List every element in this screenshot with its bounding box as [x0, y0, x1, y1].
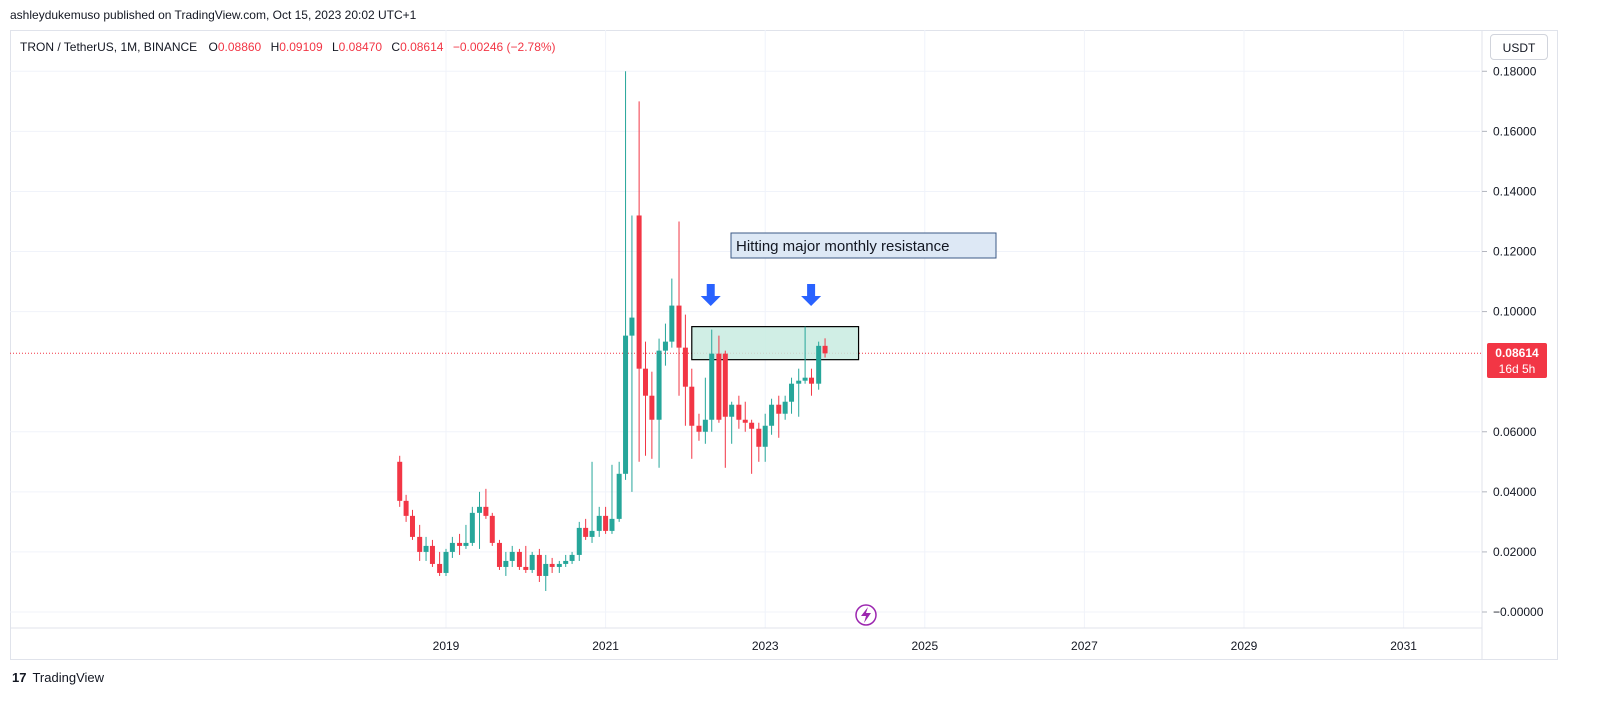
brand-name: TradingView — [32, 670, 105, 685]
open-label: O — [208, 40, 218, 54]
publish-info: ashleydukemuso published on TradingView.… — [10, 8, 417, 22]
change-value: −0.00246 (−2.78%) — [452, 40, 556, 54]
tradingview-logo-icon[interactable]: 17 — [12, 670, 27, 685]
close-value: 0.08614 — [400, 40, 444, 54]
currency-unit-button[interactable]: USDT — [1490, 34, 1548, 60]
open-value: 0.08860 — [217, 40, 262, 54]
chart-frame — [10, 30, 1558, 660]
ohlc-legend: TRON / TetherUS, 1M, BINANCE O0.08860 H0… — [20, 40, 556, 54]
footer: 17 TradingView — [12, 670, 104, 685]
close-label: C — [391, 40, 401, 54]
high-value: 0.09109 — [279, 40, 323, 54]
low-label: L — [331, 40, 339, 54]
symbol-label[interactable]: TRON / TetherUS, 1M, BINANCE — [20, 40, 198, 54]
high-label: H — [270, 40, 280, 54]
low-value: 0.08470 — [338, 40, 383, 54]
